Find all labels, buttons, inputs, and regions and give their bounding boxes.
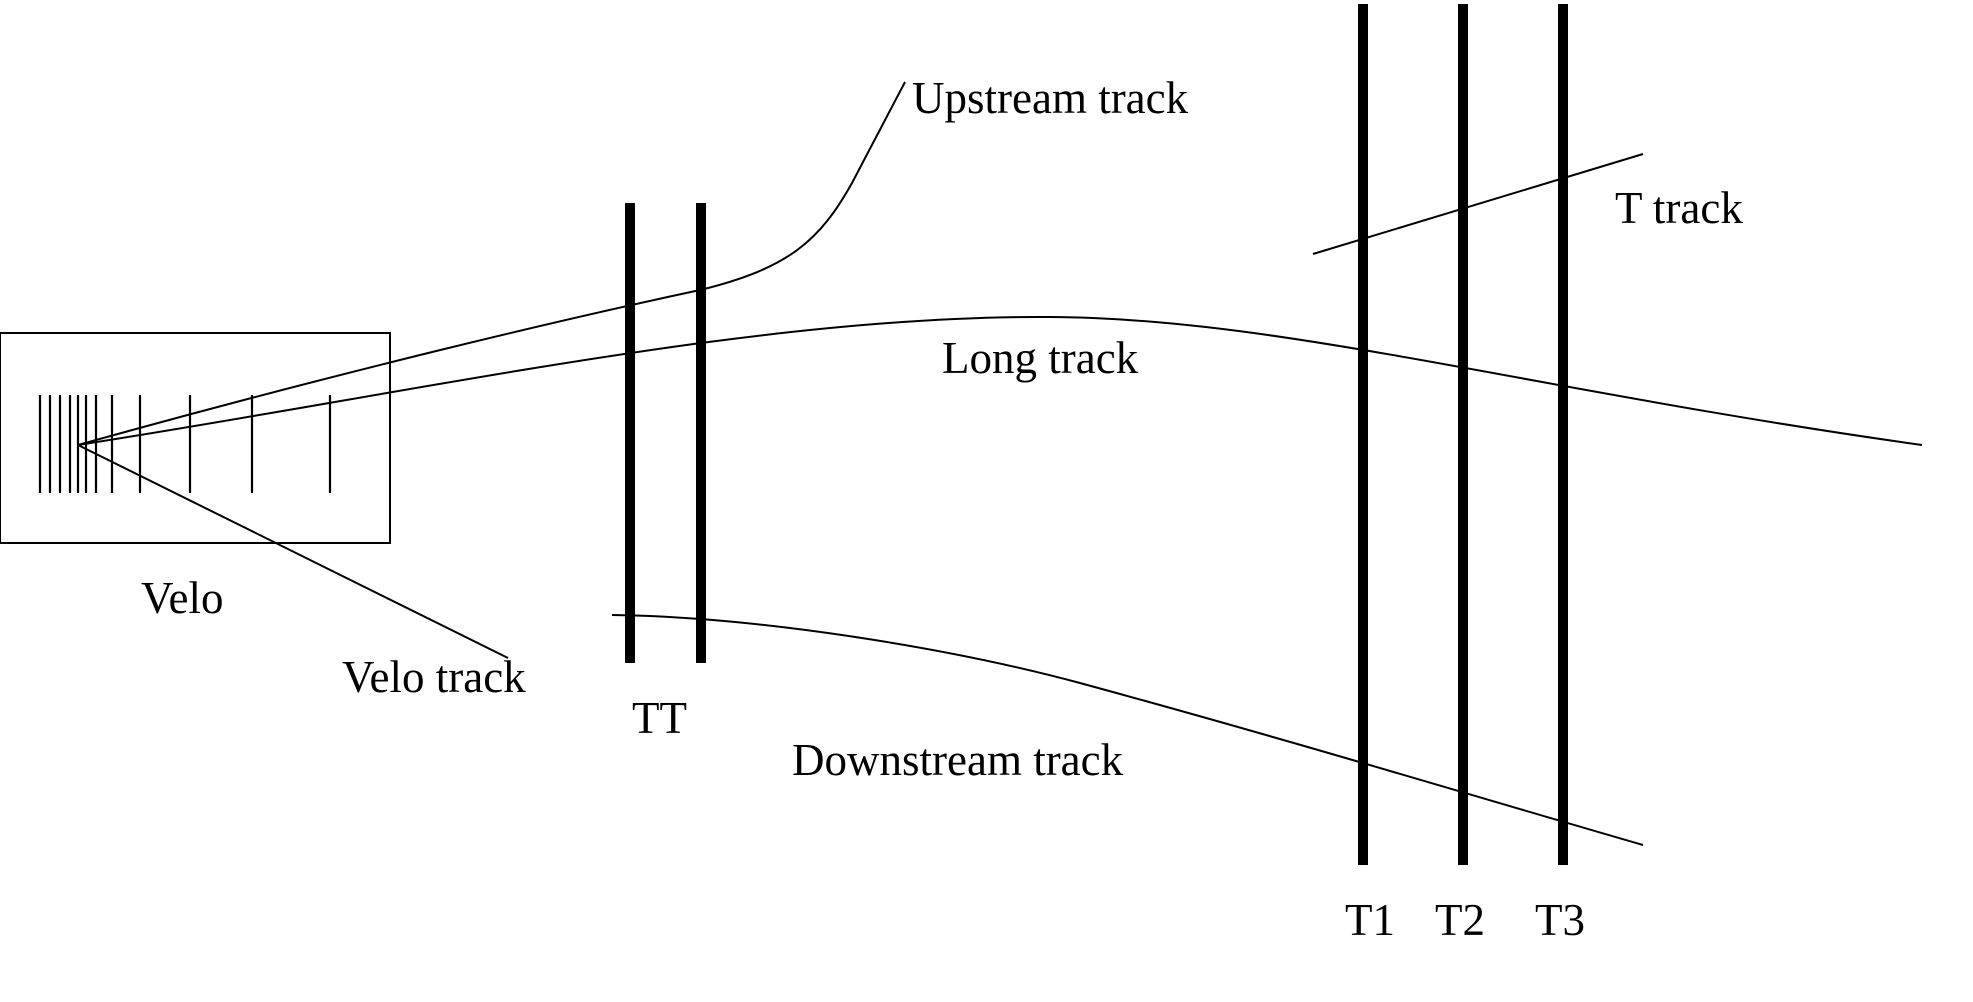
velo-track-label: Velo track <box>342 652 526 702</box>
velo-track-line <box>77 444 509 659</box>
upstream-track-label: Upstream track <box>912 73 1189 123</box>
t-track-label: T track <box>1615 183 1743 233</box>
velo-box <box>0 332 391 544</box>
upstream-track-line <box>77 81 906 446</box>
long-track-label: Long track <box>942 333 1139 383</box>
t2-label: T2 <box>1435 895 1485 945</box>
t1-label: T1 <box>1345 895 1395 945</box>
t3-label: T3 <box>1535 895 1585 945</box>
downstream-track-label: Downstream track <box>792 735 1124 785</box>
tt-label: TT <box>632 693 687 743</box>
downstream-track-line <box>611 614 1644 846</box>
velo-label: Velo <box>141 573 224 623</box>
long-track-line <box>77 315 1923 446</box>
t-track-line <box>1312 153 1644 255</box>
